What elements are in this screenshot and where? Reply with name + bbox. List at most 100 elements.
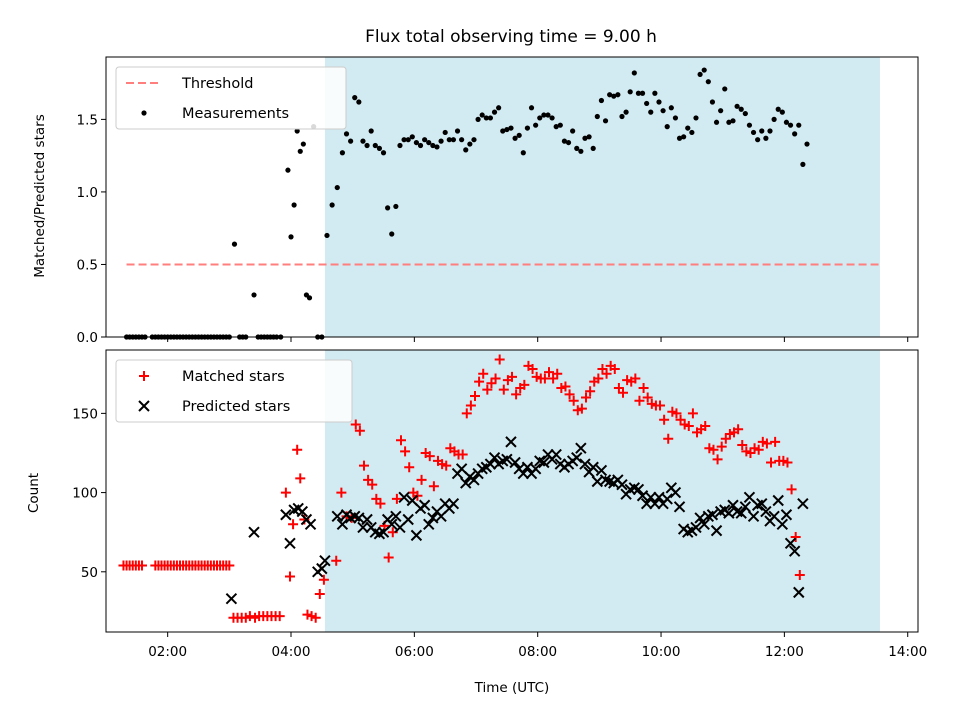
axes-frame <box>105 56 919 338</box>
matched-star-point <box>544 367 555 378</box>
measurement-point <box>324 232 330 239</box>
measurement-point <box>767 128 773 134</box>
y-tick-label: 100 <box>72 486 98 502</box>
matched-star-point <box>292 444 303 455</box>
measurement-point <box>804 141 810 147</box>
matched-star-point <box>560 381 571 392</box>
measurement-point <box>297 148 303 154</box>
matched-star-point <box>683 421 694 432</box>
measurement-point <box>615 92 621 98</box>
measurement-point <box>524 125 531 131</box>
measurement-point <box>491 109 498 115</box>
measurement-point <box>389 231 395 237</box>
measurement-point <box>288 234 294 240</box>
legend-plus-swatch <box>139 371 149 381</box>
predicted-star-point <box>690 521 702 534</box>
matched-star-point <box>794 569 805 580</box>
matched-star-point <box>507 371 517 382</box>
matched-star-point <box>474 376 485 387</box>
measurement-point <box>644 100 650 107</box>
predicted-star-point <box>575 442 587 454</box>
measurement-point <box>800 161 806 167</box>
predicted-star-point <box>423 518 435 530</box>
measurement-point <box>364 142 370 149</box>
predicted-star-point <box>509 456 521 469</box>
measurement-point <box>504 126 510 133</box>
measurement-point <box>487 115 494 121</box>
matched-star-point <box>318 574 329 585</box>
measurement-point <box>676 135 683 141</box>
measurement-point <box>479 112 485 118</box>
matched-star-point <box>568 395 579 406</box>
predicted-star-point <box>225 593 238 605</box>
measurement-point <box>627 89 633 95</box>
predicted-star-point <box>645 491 657 504</box>
matched-star-point <box>395 435 406 446</box>
predicted-star-point <box>661 493 673 505</box>
axes-frame <box>105 349 919 633</box>
matched-star-point <box>708 444 719 455</box>
matched-star-point <box>552 368 563 379</box>
matched-star-point <box>404 462 415 473</box>
measurement-point <box>689 129 695 136</box>
measurement-point <box>467 141 473 147</box>
measurement-point <box>565 139 572 146</box>
x-tick-label: 06:00 <box>395 644 434 660</box>
measurement-point <box>434 144 440 150</box>
matched-star-point <box>716 441 727 452</box>
measurement-point <box>746 122 753 128</box>
predicted-star-point <box>587 461 599 473</box>
measurement-point <box>668 105 674 111</box>
matched-star-point <box>671 408 682 419</box>
measurement-point <box>755 137 761 143</box>
measurement-point <box>368 128 374 134</box>
measurement-point <box>545 112 551 118</box>
predicted-star-point <box>550 448 562 461</box>
predicted-star-point <box>735 507 747 519</box>
predicted-star-point <box>336 518 349 530</box>
matched-star-point <box>350 419 361 430</box>
measurement-point <box>701 67 707 73</box>
measurement-point <box>652 90 658 96</box>
matched-star-point <box>494 354 505 365</box>
panel-ratio: 0.0 0.5 1.0 1.5 Threshold Measurements <box>77 56 919 346</box>
measurement-point <box>291 202 297 208</box>
panel-count: 50 100 150 02:00 04:00 06:00 08:00 10:00 12:00 14… <box>72 349 927 660</box>
measurement-point <box>329 202 335 208</box>
y-tick-label: 0.5 <box>77 257 98 273</box>
measurement-point <box>664 124 670 130</box>
measurement-point <box>598 97 605 104</box>
measurement-point <box>334 184 340 191</box>
matched-star-point <box>383 552 394 563</box>
y-tick-label: 1.0 <box>77 185 98 201</box>
measurement-point <box>409 134 415 140</box>
measurement-point <box>709 99 716 105</box>
matched-star-point <box>733 424 744 435</box>
predicted-star-point <box>505 436 517 448</box>
predicted-star-point <box>669 486 682 499</box>
matched-star-point <box>576 403 587 414</box>
measurement-point <box>759 128 765 134</box>
measurement-point <box>718 108 724 114</box>
measurement-point <box>463 147 469 153</box>
matched-star-point <box>782 457 793 468</box>
predicted-star-point <box>402 513 414 526</box>
matched-star-point <box>391 493 402 504</box>
measurement-point <box>475 116 481 122</box>
measurement-point <box>672 115 679 121</box>
predicted-star-point <box>784 537 797 549</box>
predicted-star-point <box>776 518 789 530</box>
legend-dot-swatch <box>141 110 147 116</box>
measurement-point <box>582 135 588 141</box>
measurement-point <box>705 79 711 85</box>
matched-star-point <box>761 438 772 449</box>
matched-star-point <box>375 498 386 509</box>
measurement-point <box>231 241 238 247</box>
measurement-point <box>557 122 563 128</box>
matched-star-point <box>790 531 801 542</box>
measurement-point <box>611 93 617 99</box>
measurement-point <box>623 109 629 115</box>
measurement-point <box>693 115 699 121</box>
matched-star-point <box>465 400 476 411</box>
